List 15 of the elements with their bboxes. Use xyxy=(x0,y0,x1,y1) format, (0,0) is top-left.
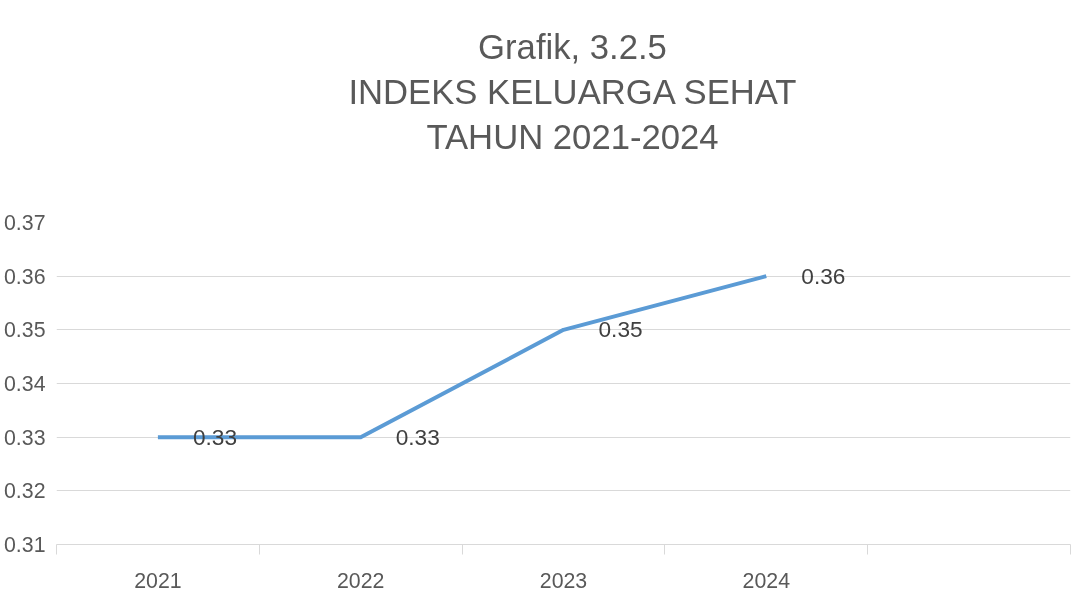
data-label: 0.33 xyxy=(395,423,440,450)
y-tick-label: 0.33 xyxy=(3,425,46,450)
y-tick-label: 0.32 xyxy=(3,479,46,504)
y-tick-label: 0.37 xyxy=(3,211,46,235)
y-tick-label: 0.36 xyxy=(3,264,46,289)
x-tick-label: 2024 xyxy=(742,568,791,593)
data-label: 0.36 xyxy=(801,262,846,289)
data-label: 0.35 xyxy=(598,316,643,343)
x-tick-label: 2022 xyxy=(336,568,385,593)
chart-title: Grafik, 3.2.5 INDEKS KELUARGA SEHAT TAHUN 2021-2024 xyxy=(348,27,797,159)
x-tick-label: 2023 xyxy=(539,568,588,593)
y-tick-label: 0.35 xyxy=(3,318,46,343)
y-tick-label: 0.31 xyxy=(3,533,46,557)
x-tick-label: 2021 xyxy=(134,568,182,593)
y-tick-label: 0.34 xyxy=(3,372,46,396)
